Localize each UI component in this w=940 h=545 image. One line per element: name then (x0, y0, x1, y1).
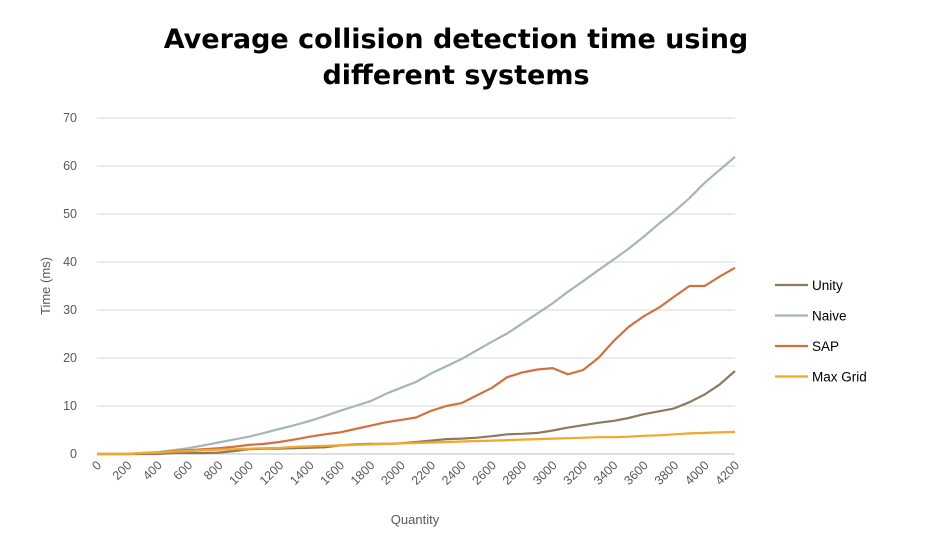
x-tick-label: 3000 (530, 458, 560, 488)
y-tick-label: 60 (63, 159, 77, 173)
x-tick-label: 2800 (500, 458, 530, 488)
x-tick-label: 2200 (409, 458, 439, 488)
x-tick-label: 1000 (226, 458, 256, 488)
chart-title-line-1: Average collision detection time using (163, 24, 749, 55)
y-axis-label: Time (ms) (38, 257, 53, 315)
legend-label-naive: Naive (812, 309, 847, 324)
x-tick-label: 4200 (713, 458, 743, 488)
x-tick-label: 3400 (591, 458, 621, 488)
x-tick-label: 1200 (257, 458, 287, 488)
chart-title-line-2: different systems (322, 60, 590, 91)
y-tick-label: 40 (63, 255, 77, 269)
x-tick-label: 4000 (682, 458, 712, 488)
y-tick-label: 20 (63, 351, 77, 365)
legend-label-unity: Unity (812, 278, 843, 293)
x-tick-label: 1400 (287, 458, 317, 488)
x-tick-label: 600 (171, 458, 196, 483)
x-tick-label: 400 (140, 458, 165, 483)
chart-title: Average collision detection time using d… (0, 22, 912, 94)
legend: Unity Naive SAP Max Grid (775, 278, 867, 385)
x-tick-label: 3200 (561, 458, 591, 488)
y-tick-label: 50 (63, 207, 77, 221)
x-tick-label: 2400 (439, 458, 469, 488)
series-lines (97, 156, 736, 456)
y-tick-label: 0 (70, 447, 77, 461)
x-tick-label: 2600 (470, 458, 500, 488)
x-tick-label: 3600 (621, 458, 651, 488)
x-tick-label: 200 (110, 458, 135, 483)
series-line-max-grid (97, 430, 736, 456)
x-axis-ticks: 0 200 400 600 800 1000 1200 1400 1600 1800 2000 220… (89, 458, 742, 488)
x-tick-label: 2000 (378, 458, 408, 488)
y-axis-ticks: 0 10 20 30 40 50 60 70 (63, 111, 77, 461)
x-axis-label: Quantity (391, 512, 440, 527)
x-tick-label: 0 (89, 458, 104, 473)
series-line-unity (97, 370, 736, 456)
x-tick-label: 3800 (652, 458, 682, 488)
y-tick-label: 30 (63, 303, 77, 317)
x-tick-label: 1800 (348, 458, 378, 488)
y-tick-label: 70 (63, 111, 77, 125)
x-tick-label: 800 (201, 458, 226, 483)
x-tick-label: 1600 (318, 458, 348, 488)
legend-label-max-grid: Max Grid (812, 370, 867, 385)
series-line-sap (97, 266, 736, 456)
y-tick-label: 10 (63, 399, 77, 413)
gridlines (97, 117, 735, 455)
series-line-naive (97, 156, 736, 456)
legend-label-sap: SAP (812, 339, 839, 354)
